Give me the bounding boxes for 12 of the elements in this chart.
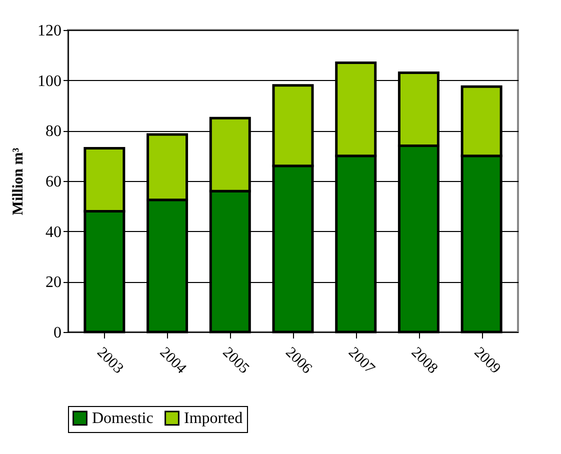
y-tick-label: 120 (38, 22, 62, 40)
y-axis-title: Million m³ (10, 147, 26, 216)
x-tick-label: 2009 (470, 344, 504, 378)
y-tick-label: 100 (38, 72, 62, 90)
y-tick-label: 60 (46, 174, 62, 190)
x-tick-label: 2007 (345, 344, 378, 378)
y-tick-label: 80 (46, 123, 62, 140)
y-tick-label: 0 (54, 324, 62, 342)
legend-label: Domestic (92, 410, 154, 428)
y-tick-label: 40 (46, 224, 62, 241)
y-tick-label: 20 (46, 274, 62, 292)
legend-label: Imported (184, 410, 243, 428)
